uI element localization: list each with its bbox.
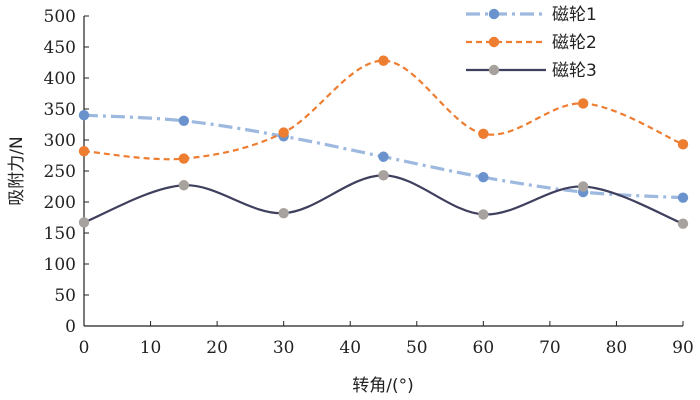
data-point-series-1 [378, 151, 389, 162]
y-tick-label: 350 [44, 100, 76, 120]
series-points [78, 55, 689, 229]
data-point-series-1 [677, 192, 689, 203]
data-point-series-1 [78, 110, 90, 121]
data-point-series-2 [577, 98, 589, 109]
data-point-series-2 [378, 55, 389, 66]
data-point-series-3 [78, 217, 90, 228]
legend-label-2: 磁轮2 [552, 33, 597, 53]
x-tick-label: 80 [606, 338, 628, 358]
x-tick-label: 50 [406, 338, 428, 358]
x-tick-label: 60 [473, 338, 495, 358]
x-tick-label: 70 [539, 338, 561, 358]
data-point-series-2 [478, 128, 489, 139]
y-tick-label: 300 [44, 131, 76, 151]
x-tick-label: 90 [672, 338, 694, 358]
data-point-series-2 [178, 153, 190, 164]
x-tick-label: 30 [273, 338, 295, 358]
x-tick-label: 20 [206, 338, 228, 358]
data-point-series-2 [278, 127, 289, 138]
y-tick-label: 200 [44, 193, 76, 213]
data-point-series-2 [78, 145, 90, 157]
data-point-series-3 [677, 218, 689, 229]
legend: 磁轮1 磁轮2 磁轮3 [466, 5, 597, 81]
y-tick-label: 250 [44, 162, 76, 182]
data-point-series-3 [378, 170, 389, 181]
x-axis-title: 转角/(°) [352, 376, 414, 396]
data-point-series-2 [677, 139, 689, 150]
legend-marker-2 [488, 36, 500, 48]
data-point-series-3 [278, 207, 289, 219]
series-lines [83, 59, 684, 225]
x-tick-label: 10 [140, 338, 162, 358]
data-point-series-3 [577, 181, 589, 192]
y-tick-label: 0 [65, 317, 76, 337]
y-tick-label: 50 [54, 286, 76, 306]
legend-label-3: 磁轮3 [552, 61, 597, 81]
y-tick-label: 450 [44, 38, 76, 58]
data-point-series-1 [478, 172, 489, 183]
y-tick-label: 500 [44, 7, 76, 27]
data-point-series-1 [178, 115, 190, 126]
y-tick-label: 150 [44, 224, 76, 244]
y-tick-label: 400 [44, 69, 76, 89]
x-tick-label: 40 [339, 338, 361, 358]
data-point-series-3 [478, 209, 489, 220]
data-point-series-3 [178, 180, 190, 191]
series-line-3 [83, 174, 684, 225]
axes [83, 15, 684, 327]
legend-marker-3 [488, 64, 500, 76]
y-axis-title: 吸附力/N [7, 136, 27, 205]
legend-label-1: 磁轮1 [552, 5, 597, 25]
y-tick-label: 100 [44, 255, 76, 275]
legend-marker-1 [488, 8, 500, 20]
tick-labels: 0 50 100 150 200 250 300 350 400 450 500 0 10 20 30 40 5… [44, 7, 694, 358]
x-tick-label: 0 [79, 338, 90, 358]
